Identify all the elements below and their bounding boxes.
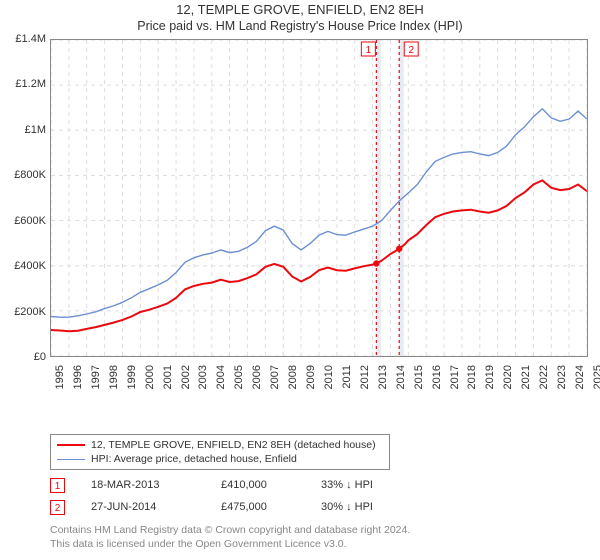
sale-delta-vs-hpi: 30% ↓ HPI (321, 501, 570, 513)
legend-swatch (57, 459, 85, 460)
footer-line-2: This data is licensed under the Open Gov… (50, 538, 347, 550)
sale-marker-num: 1 (366, 45, 372, 56)
y-axis-tick-label: £200K (14, 306, 46, 318)
legend-row: HPI: Average price, detached house, Enfi… (57, 452, 383, 466)
footer-line-1: Contains HM Land Registry data © Crown c… (50, 524, 410, 536)
x-axis-tick-label: 2004 (215, 365, 227, 389)
sale-index-box: 1 (50, 478, 65, 493)
x-axis-tick-label: 2024 (574, 365, 586, 389)
x-axis-tick-label: 2010 (323, 365, 335, 389)
x-axis-tick-label: 2014 (395, 365, 407, 389)
y-axis-tick-label: £600K (14, 215, 46, 227)
x-axis-tick-label: 2020 (502, 365, 514, 389)
y-axis-tick-label: £1M (25, 124, 46, 136)
x-axis-tick-label: 1996 (72, 365, 84, 389)
chart-container: 12, TEMPLE GROVE, ENFIELD, EN2 8EH Price… (0, 0, 600, 560)
sale-dot (373, 260, 379, 266)
x-axis-tick-label: 2001 (162, 365, 174, 389)
x-axis-tick-label: 2023 (556, 365, 568, 389)
chart-subtitle: Price paid vs. HM Land Registry's House … (0, 19, 600, 33)
plot-wrap: £0£200K£400K£600K£800K£1M£1.2M£1.4M 12 1… (0, 35, 600, 425)
chart-title: 12, TEMPLE GROVE, ENFIELD, EN2 8EH (0, 2, 600, 17)
x-axis-tick-label: 2022 (538, 365, 550, 389)
y-axis-tick-label: £400K (14, 260, 46, 272)
x-axis-tick-label: 2000 (144, 365, 156, 389)
x-axis-tick-label: 2019 (484, 365, 496, 389)
legend-label: 12, TEMPLE GROVE, ENFIELD, EN2 8EH (deta… (91, 438, 376, 452)
legend-label: HPI: Average price, detached house, Enfi… (91, 452, 297, 466)
x-axis-tick-label: 1997 (90, 365, 102, 389)
sale-dot (396, 246, 402, 252)
y-axis-tick-label: £1.2M (15, 78, 46, 90)
sale-delta-vs-hpi: 33% ↓ HPI (321, 479, 570, 491)
sales-table: 1 18-MAR-2013£410,00033% ↓ HPI 2 27-JUN-201… (50, 474, 570, 518)
sale-price: £475,000 (221, 501, 321, 513)
plot-area: 12 (50, 39, 588, 357)
sale-date: 27-JUN-2014 (91, 501, 221, 513)
legend-swatch (57, 444, 85, 446)
sale-row: 1 18-MAR-2013£410,00033% ↓ HPI (50, 474, 570, 496)
x-axis-tick-label: 2006 (251, 365, 263, 389)
x-axis-tick-label: 2012 (359, 365, 371, 389)
sale-price: £410,000 (221, 479, 321, 491)
y-axis-tick-label: £0 (34, 351, 46, 363)
x-axis-tick-label: 2002 (180, 365, 192, 389)
x-axis-tick-label: 2016 (431, 365, 443, 389)
x-axis-tick-label: 1998 (108, 365, 120, 389)
plot-svg: 12 (51, 40, 587, 356)
x-axis-tick-label: 2013 (377, 365, 389, 389)
x-axis-tick-label: 2021 (520, 365, 532, 389)
x-axis-tick-label: 2011 (341, 365, 353, 389)
series-hpi (51, 109, 587, 317)
y-axis-tick-label: £1.4M (15, 33, 46, 45)
sale-row: 2 27-JUN-2014£475,00030% ↓ HPI (50, 496, 570, 518)
y-axis-tick-label: £800K (14, 169, 46, 181)
sale-marker-num: 2 (408, 45, 414, 56)
y-axis-labels: £0£200K£400K£600K£800K£1M£1.2M£1.4M (0, 39, 48, 357)
x-axis-tick-label: 2003 (197, 365, 209, 389)
x-axis-tick-label: 1999 (126, 365, 138, 389)
legend-row: 12, TEMPLE GROVE, ENFIELD, EN2 8EH (deta… (57, 438, 383, 452)
x-axis-tick-label: 2007 (269, 365, 281, 389)
x-axis-tick-label: 2018 (466, 365, 478, 389)
x-axis-labels: 1995 1996 1997 1998 1999 2000 2001 2002 2003 2004… (50, 361, 588, 423)
x-axis-tick-label: 2005 (233, 365, 245, 389)
legend: 12, TEMPLE GROVE, ENFIELD, EN2 8EH (deta… (50, 434, 390, 470)
sale-band (376, 40, 380, 356)
sale-date: 18-MAR-2013 (91, 479, 221, 491)
x-axis-tick-label: 2009 (305, 365, 317, 389)
x-axis-tick-label: 2008 (287, 365, 299, 389)
sale-index-box: 2 (50, 500, 65, 515)
x-axis-tick-label: 1995 (54, 365, 66, 389)
x-axis-tick-label: 2017 (449, 365, 461, 389)
x-axis-tick-label: 2025 (592, 365, 600, 389)
x-axis-tick-label: 2015 (413, 365, 425, 389)
